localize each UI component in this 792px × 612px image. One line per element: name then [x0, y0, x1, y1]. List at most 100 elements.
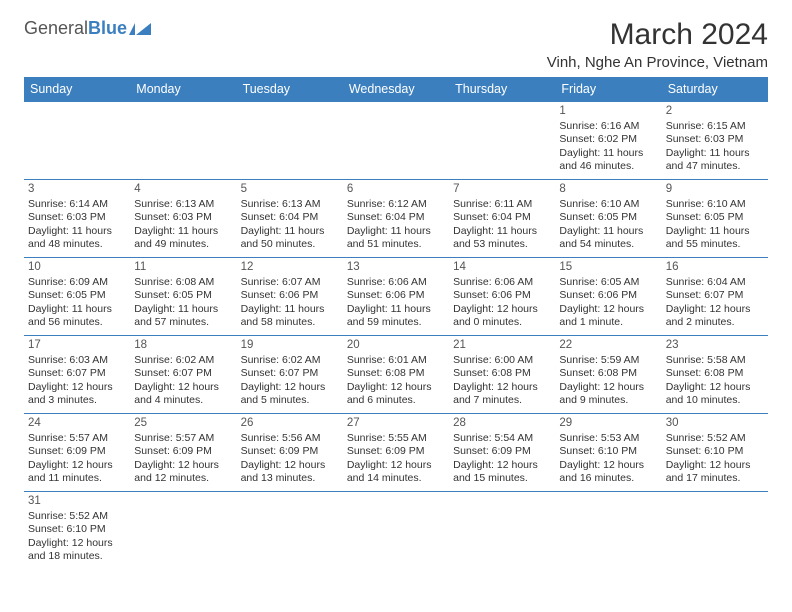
sunset-text: Sunset: 6:09 PM [453, 445, 551, 458]
sunrise-text: Sunrise: 6:13 AM [134, 198, 232, 211]
day-number: 15 [559, 260, 657, 275]
day-number: 28 [453, 416, 551, 431]
day-cell: 28Sunrise: 5:54 AMSunset: 6:09 PMDayligh… [449, 414, 555, 492]
sunrise-text: Sunrise: 5:53 AM [559, 432, 657, 445]
weekday-header: Thursday [449, 77, 555, 102]
day-cell: 16Sunrise: 6:04 AMSunset: 6:07 PMDayligh… [662, 258, 768, 336]
weekday-header: Wednesday [343, 77, 449, 102]
day-number: 10 [28, 260, 126, 275]
day-number: 13 [347, 260, 445, 275]
sunrise-text: Sunrise: 6:09 AM [28, 276, 126, 289]
day-cell: 8Sunrise: 6:10 AMSunset: 6:05 PMDaylight… [555, 180, 661, 258]
day-number: 3 [28, 182, 126, 197]
day-cell: 27Sunrise: 5:55 AMSunset: 6:09 PMDayligh… [343, 414, 449, 492]
sunset-text: Sunset: 6:05 PM [134, 289, 232, 302]
day-cell [343, 102, 449, 180]
sunrise-text: Sunrise: 6:04 AM [666, 276, 764, 289]
sunset-text: Sunset: 6:04 PM [241, 211, 339, 224]
sunrise-text: Sunrise: 5:56 AM [241, 432, 339, 445]
day-cell [555, 492, 661, 570]
sunset-text: Sunset: 6:08 PM [666, 367, 764, 380]
day-number: 17 [28, 338, 126, 353]
day-number: 20 [347, 338, 445, 353]
sunrise-text: Sunrise: 5:52 AM [28, 510, 126, 523]
day-cell: 14Sunrise: 6:06 AMSunset: 6:06 PMDayligh… [449, 258, 555, 336]
day-cell: 21Sunrise: 6:00 AMSunset: 6:08 PMDayligh… [449, 336, 555, 414]
daylight-text: Daylight: 12 hours and 11 minutes. [28, 459, 126, 486]
sunrise-text: Sunrise: 6:11 AM [453, 198, 551, 211]
daylight-text: Daylight: 12 hours and 15 minutes. [453, 459, 551, 486]
day-cell: 4Sunrise: 6:13 AMSunset: 6:03 PMDaylight… [130, 180, 236, 258]
day-number: 23 [666, 338, 764, 353]
sunset-text: Sunset: 6:10 PM [28, 523, 126, 536]
day-cell: 15Sunrise: 6:05 AMSunset: 6:06 PMDayligh… [555, 258, 661, 336]
sunrise-text: Sunrise: 5:52 AM [666, 432, 764, 445]
sunrise-text: Sunrise: 6:12 AM [347, 198, 445, 211]
daylight-text: Daylight: 11 hours and 46 minutes. [559, 147, 657, 174]
day-number: 27 [347, 416, 445, 431]
sunset-text: Sunset: 6:02 PM [559, 133, 657, 146]
daylight-text: Daylight: 11 hours and 47 minutes. [666, 147, 764, 174]
sunset-text: Sunset: 6:04 PM [347, 211, 445, 224]
sunset-text: Sunset: 6:07 PM [666, 289, 764, 302]
day-cell [237, 492, 343, 570]
day-cell: 26Sunrise: 5:56 AMSunset: 6:09 PMDayligh… [237, 414, 343, 492]
sunset-text: Sunset: 6:05 PM [28, 289, 126, 302]
weekday-header-row: SundayMondayTuesdayWednesdayThursdayFrid… [24, 77, 768, 102]
weekday-header: Tuesday [237, 77, 343, 102]
sunset-text: Sunset: 6:09 PM [347, 445, 445, 458]
sunset-text: Sunset: 6:06 PM [559, 289, 657, 302]
day-number: 11 [134, 260, 232, 275]
sunset-text: Sunset: 6:08 PM [453, 367, 551, 380]
sunset-text: Sunset: 6:06 PM [241, 289, 339, 302]
sunset-text: Sunset: 6:09 PM [241, 445, 339, 458]
sunrise-text: Sunrise: 6:10 AM [666, 198, 764, 211]
day-cell: 3Sunrise: 6:14 AMSunset: 6:03 PMDaylight… [24, 180, 130, 258]
daylight-text: Daylight: 12 hours and 14 minutes. [347, 459, 445, 486]
sunrise-text: Sunrise: 6:13 AM [241, 198, 339, 211]
daylight-text: Daylight: 11 hours and 50 minutes. [241, 225, 339, 252]
sunset-text: Sunset: 6:03 PM [666, 133, 764, 146]
daylight-text: Daylight: 12 hours and 2 minutes. [666, 303, 764, 330]
daylight-text: Daylight: 11 hours and 57 minutes. [134, 303, 232, 330]
day-cell [130, 102, 236, 180]
day-cell: 6Sunrise: 6:12 AMSunset: 6:04 PMDaylight… [343, 180, 449, 258]
sunrise-text: Sunrise: 6:15 AM [666, 120, 764, 133]
sunset-text: Sunset: 6:07 PM [134, 367, 232, 380]
day-number: 29 [559, 416, 657, 431]
daylight-text: Daylight: 12 hours and 10 minutes. [666, 381, 764, 408]
day-cell: 24Sunrise: 5:57 AMSunset: 6:09 PMDayligh… [24, 414, 130, 492]
day-cell: 31Sunrise: 5:52 AMSunset: 6:10 PMDayligh… [24, 492, 130, 570]
sunrise-text: Sunrise: 6:06 AM [453, 276, 551, 289]
week-row: 10Sunrise: 6:09 AMSunset: 6:05 PMDayligh… [24, 258, 768, 336]
day-cell: 11Sunrise: 6:08 AMSunset: 6:05 PMDayligh… [130, 258, 236, 336]
sunset-text: Sunset: 6:07 PM [241, 367, 339, 380]
day-cell: 20Sunrise: 6:01 AMSunset: 6:08 PMDayligh… [343, 336, 449, 414]
daylight-text: Daylight: 12 hours and 1 minute. [559, 303, 657, 330]
sunrise-text: Sunrise: 6:02 AM [241, 354, 339, 367]
day-cell: 23Sunrise: 5:58 AMSunset: 6:08 PMDayligh… [662, 336, 768, 414]
day-cell [449, 492, 555, 570]
day-cell [237, 102, 343, 180]
daylight-text: Daylight: 12 hours and 0 minutes. [453, 303, 551, 330]
weekday-header: Monday [130, 77, 236, 102]
sunrise-text: Sunrise: 6:00 AM [453, 354, 551, 367]
sunset-text: Sunset: 6:05 PM [666, 211, 764, 224]
day-cell [343, 492, 449, 570]
sunrise-text: Sunrise: 6:14 AM [28, 198, 126, 211]
sunset-text: Sunset: 6:08 PM [347, 367, 445, 380]
daylight-text: Daylight: 11 hours and 54 minutes. [559, 225, 657, 252]
sunset-text: Sunset: 6:05 PM [559, 211, 657, 224]
week-row: 3Sunrise: 6:14 AMSunset: 6:03 PMDaylight… [24, 180, 768, 258]
sunrise-text: Sunrise: 5:59 AM [559, 354, 657, 367]
daylight-text: Daylight: 11 hours and 58 minutes. [241, 303, 339, 330]
sunrise-text: Sunrise: 5:58 AM [666, 354, 764, 367]
day-number: 21 [453, 338, 551, 353]
logo-primary: General [24, 18, 88, 39]
daylight-text: Daylight: 12 hours and 3 minutes. [28, 381, 126, 408]
daylight-text: Daylight: 12 hours and 12 minutes. [134, 459, 232, 486]
day-cell: 25Sunrise: 5:57 AMSunset: 6:09 PMDayligh… [130, 414, 236, 492]
daylight-text: Daylight: 11 hours and 48 minutes. [28, 225, 126, 252]
sunrise-text: Sunrise: 6:05 AM [559, 276, 657, 289]
daylight-text: Daylight: 11 hours and 55 minutes. [666, 225, 764, 252]
